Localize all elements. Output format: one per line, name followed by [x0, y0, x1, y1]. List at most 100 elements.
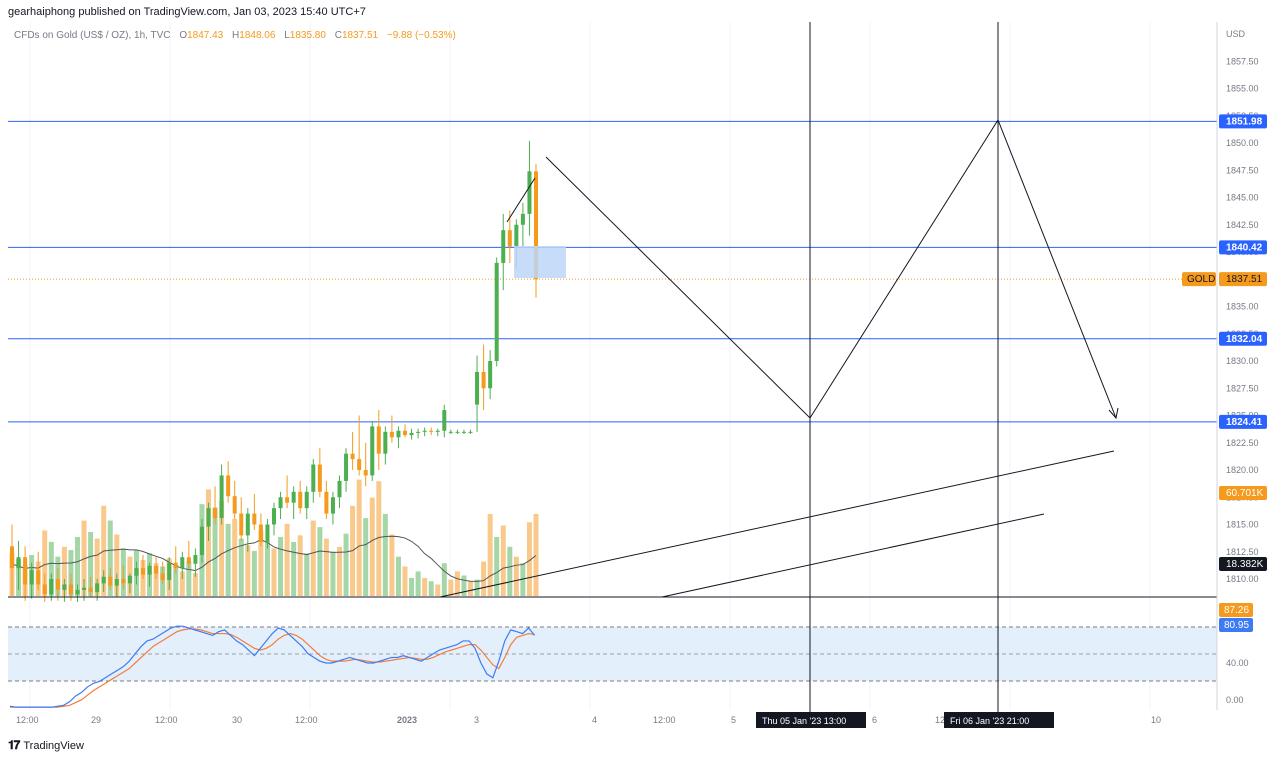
candle-body	[239, 513, 244, 536]
candle-body	[180, 557, 185, 569]
ohlc-change: −9.88 (−0.53%)	[386, 30, 456, 41]
price-tick-label: 1855.00	[1226, 84, 1259, 94]
candle-body	[68, 584, 73, 595]
time-tick-label: 2023	[397, 715, 417, 725]
candle-body	[75, 589, 80, 595]
ohlc-low: L1835.80	[284, 30, 326, 41]
candle-body	[409, 432, 414, 436]
volume-tag-label: 60.701K	[1226, 488, 1264, 499]
currency-label: USD	[1226, 29, 1246, 39]
time-tick-label: 30	[232, 715, 242, 725]
volume-bar	[88, 532, 94, 596]
volume-bar	[284, 523, 290, 596]
candle-body	[36, 570, 41, 585]
volume-bar	[75, 536, 80, 596]
candle-body	[337, 480, 342, 498]
support-trendline-upper[interactable]	[439, 450, 1115, 598]
crosshair-time-bg	[756, 712, 866, 728]
ohlc-close: C1837.51	[334, 30, 379, 41]
crosshair-time-label: Thu 05 Jan '23 13:00	[762, 716, 846, 726]
volume-bar	[192, 573, 198, 596]
candle-body	[285, 497, 290, 503]
price-tick-label: 1830.00	[1226, 356, 1259, 366]
volume-bar	[297, 535, 303, 596]
volume-bar	[481, 561, 487, 596]
price-tick-label: 1810.00	[1226, 574, 1259, 584]
volume-bar	[173, 564, 179, 596]
volume-bar	[520, 563, 526, 596]
candle-body	[278, 497, 283, 509]
volume-bar	[291, 541, 297, 596]
tradingview-logo-icon: 𝟏𝟕	[8, 738, 20, 752]
support-trendline-lower[interactable]	[661, 513, 1045, 598]
stoch-axis: 87.26 80.95 40.00 0.00	[1219, 603, 1253, 705]
candle-body	[29, 570, 34, 585]
candle-body	[226, 475, 231, 497]
level-tag-label: 1824.41	[1226, 417, 1263, 428]
stochastic-lines	[9, 625, 536, 708]
price-tick-label: 1847.50	[1226, 165, 1259, 175]
brand-footer[interactable]: 𝟏𝟕 TradingView	[8, 738, 84, 753]
candle-body	[193, 555, 198, 564]
candle-body	[95, 583, 100, 593]
volume-bar	[369, 497, 375, 596]
level-tag-bg	[1219, 331, 1267, 346]
candle-body	[435, 430, 440, 432]
candle-body	[62, 584, 67, 590]
candle-body	[186, 557, 191, 564]
candle-body	[16, 557, 21, 569]
volume-bar	[409, 577, 415, 596]
price-tick-label: 1812.50	[1226, 547, 1259, 557]
volume-tag-bg	[1219, 486, 1267, 500]
candle-body	[494, 262, 499, 361]
volume-bar	[363, 518, 369, 596]
volume-bar	[448, 579, 454, 596]
price-axis-ticks: 1857.501855.001852.501850.001847.501845.…	[1226, 56, 1259, 584]
candle-body	[363, 470, 368, 476]
candle-body	[304, 491, 309, 509]
current-price-tag-label: 1837.51	[1226, 274, 1263, 285]
candle-body	[252, 513, 257, 525]
stoch-value-tag-bg	[1219, 618, 1253, 632]
ohlc-open: O1847.43	[179, 30, 224, 41]
candle-body	[403, 430, 407, 436]
analysis-drawings[interactable]	[439, 22, 1119, 712]
volume-bar	[271, 548, 277, 596]
candle-body	[324, 491, 329, 514]
brand-name: TradingView	[23, 739, 84, 752]
current-price-tag-bg	[1219, 272, 1267, 287]
time-axis: 12:00 29 12:00 30 12:00 2023 3 4 12:00 5 6 12 10 Thu …	[16, 712, 1161, 728]
stoch-value-tag-label: 87.26	[1224, 605, 1249, 616]
stoch-k-line	[9, 625, 536, 708]
price-tick-label: 1822.50	[1226, 438, 1259, 448]
stoch-value-tag-bg	[1219, 603, 1253, 617]
level-tag-bg	[1219, 240, 1267, 255]
volume-bar	[513, 556, 519, 596]
candle-body	[258, 524, 263, 542]
candle-body	[154, 565, 159, 574]
volume-bar	[337, 546, 342, 596]
volume-bar	[238, 538, 244, 596]
price-tick-label: 1845.00	[1226, 193, 1259, 203]
symbol-name: CFDs on Gold (US$ / OZ), 1h, TVC	[14, 30, 171, 41]
volume-bar	[533, 514, 539, 596]
volume-bar	[415, 571, 421, 596]
wedge-upper-line[interactable]	[506, 177, 536, 223]
consolidation-box[interactable]	[514, 246, 566, 278]
publish-header: gearhaiphong published on TradingView.co…	[8, 6, 366, 18]
volume-bar	[206, 489, 211, 596]
projection-zigzag[interactable]	[545, 118, 1117, 419]
volume-bar	[500, 525, 506, 596]
volume-bar	[258, 530, 264, 596]
candle-body	[389, 431, 394, 438]
price-tick-label: 1827.50	[1226, 383, 1259, 393]
candle-body	[265, 524, 270, 542]
ohlc-high: H1848.06	[232, 30, 276, 41]
price-tick-label: 1850.00	[1226, 138, 1259, 148]
time-tick-label: 5	[731, 715, 736, 725]
candle-body	[173, 562, 178, 569]
volume-bar	[376, 481, 382, 596]
volume-bar	[219, 500, 225, 596]
volume-bars	[9, 479, 539, 596]
